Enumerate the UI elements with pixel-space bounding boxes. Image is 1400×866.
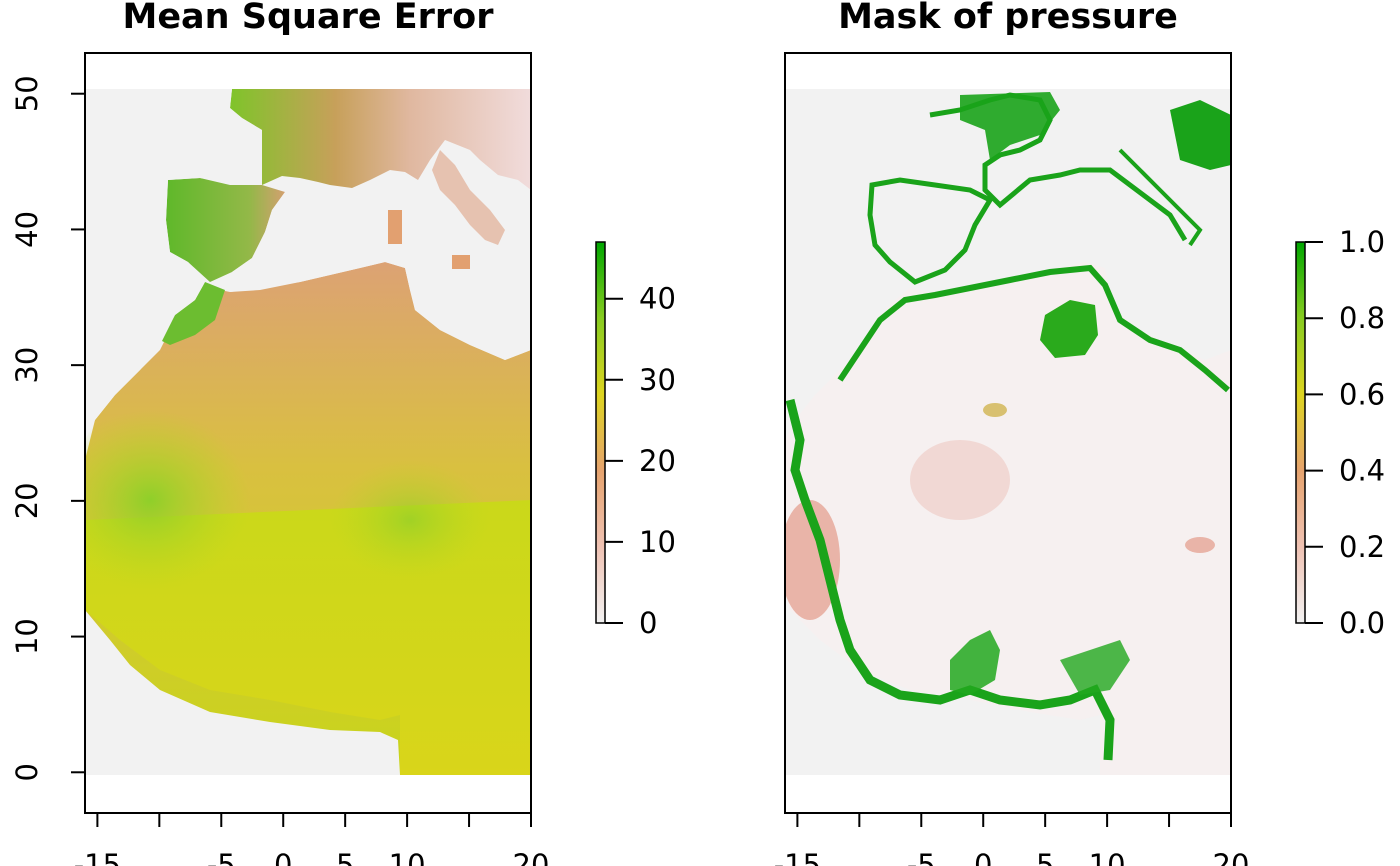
mask-colorbar-fill	[1295, 241, 1306, 624]
mse-plot-frame	[84, 52, 532, 814]
mse-x-tick-label: -5	[207, 848, 236, 866]
mask-title: Mask of pressure	[838, 0, 1178, 37]
mask-colorbar-tick-label: 0.4	[1339, 454, 1385, 488]
mse-italy	[432, 150, 505, 245]
mse-colorbar-tick-label: 0	[639, 606, 657, 640]
mask-x-tick-label: 5	[1036, 848, 1054, 866]
mask-x-tick-label: -15	[774, 848, 821, 866]
mask-west-pink	[785, 500, 840, 620]
mask-italy-coast	[1118, 148, 1203, 247]
mask-x-tick-label: 20	[1213, 848, 1250, 866]
mse-colorbar-tick-label: 30	[639, 363, 676, 397]
mask-coast-north	[837, 264, 1230, 393]
mse-x-tick-label: 20	[513, 848, 550, 866]
mask-colorbar: 0.0 0.2 0.4 0.6 0.8 1.0	[1295, 225, 1385, 640]
mask-x-tick-label: 10	[1089, 848, 1126, 866]
mse-med-sea	[230, 185, 531, 360]
mask-x-tick-label: -5	[907, 848, 936, 866]
mse-y-tick-label: 0	[10, 763, 44, 781]
mask-plot-frame	[784, 52, 1232, 814]
mse-colorbar-tick-label: 10	[639, 525, 676, 559]
mse-y-tick-label: 50	[10, 75, 44, 112]
mse-x-tick-label: 0	[274, 848, 292, 866]
mask-tunisia-green	[1040, 300, 1098, 358]
mse-atlantic	[85, 89, 262, 440]
mse-colorbar: 0 10 20 30 40	[595, 241, 676, 640]
mse-raster	[85, 89, 531, 775]
mask-colorbar-tick-label: 0.8	[1339, 301, 1385, 335]
mask-cameroon-green	[1060, 640, 1130, 695]
mse-x-tick-label: 5	[336, 848, 354, 866]
mse-colorbar-ticks: 0 10 20 30 40	[605, 282, 676, 640]
mask-colorbar-ticks: 0.0 0.2 0.4 0.6 0.8 1.0	[1305, 225, 1385, 640]
mse-guinea-sea	[85, 610, 400, 775]
mask-colorbar-tick-label: 0.0	[1339, 606, 1385, 640]
mask-spot-tibesti	[1185, 537, 1215, 553]
mse-y-tick-label: 30	[10, 347, 44, 384]
mse-y-tick-label: 10	[10, 618, 44, 655]
mse-y-tick-label: 20	[10, 482, 44, 519]
mse-morocco	[160, 282, 225, 345]
mse-x-tick-label: -15	[74, 848, 121, 866]
mask-spot-air	[983, 403, 1007, 417]
mask-colorbar-tick-label: 1.0	[1339, 225, 1385, 259]
mask-x-tick-label: 0	[974, 848, 992, 866]
mask-coast-west	[785, 398, 1115, 761]
mse-colorbar-tick-label: 40	[639, 282, 676, 316]
mask-iberia-coast	[867, 177, 994, 285]
mask-guinea-green	[950, 630, 1000, 695]
mask-north-green	[960, 92, 1060, 160]
mask-ahaggar	[910, 440, 1010, 520]
mse-iberia	[166, 178, 285, 282]
mse-panel: Mean Square Error	[10, 0, 676, 866]
mask-alps-green	[1170, 100, 1231, 170]
mse-y-tick-label: 40	[10, 211, 44, 248]
mask-colorbar-tick-label: 0.6	[1339, 377, 1385, 411]
mask-raster	[785, 89, 1231, 775]
mse-sardinia	[388, 210, 402, 244]
mse-sicily	[452, 255, 470, 269]
mask-panel: Mask of pressure	[774, 0, 1385, 866]
mse-title: Mean Square Error	[122, 0, 494, 37]
mse-europe	[230, 89, 531, 190]
mask-colorbar-tick-label: 0.2	[1339, 530, 1385, 564]
mse-x-tick-label: 10	[389, 848, 426, 866]
mask-axis-ticks: -15 -5 0 5 10 20	[774, 813, 1250, 866]
mse-colorbar-tick-label: 20	[639, 444, 676, 478]
mse-colorbar-fill	[595, 241, 606, 624]
mse-west-high	[85, 410, 250, 590]
mse-axis-ticks: -15 -5 0 5 10 20 0 10 20 30 40 50	[10, 75, 549, 866]
mse-east-high	[330, 460, 490, 580]
